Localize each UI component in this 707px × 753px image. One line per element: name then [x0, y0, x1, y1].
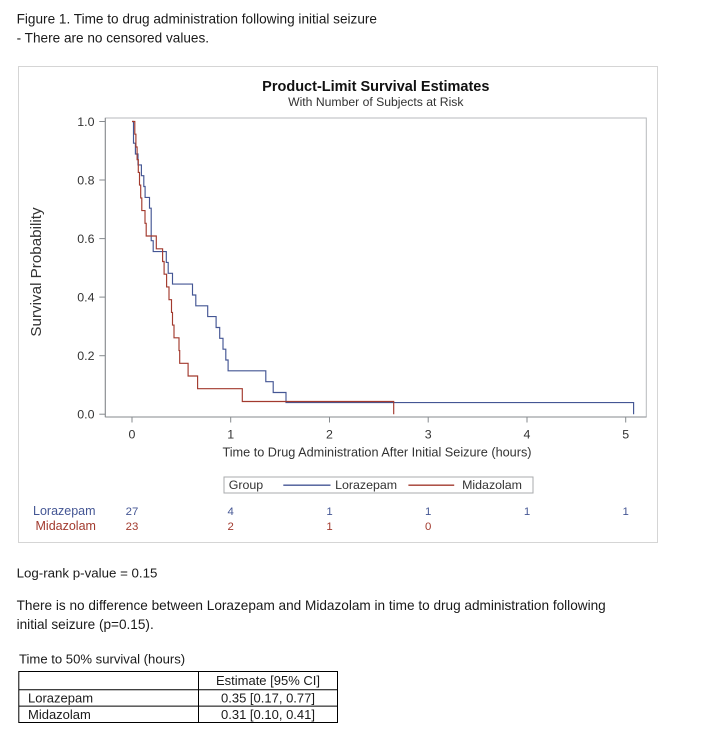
svg-text:initial seizure (p=0.15).: initial seizure (p=0.15). [17, 617, 154, 632]
svg-text:Product-Limit Survival Estimat: Product-Limit Survival Estimates [262, 79, 489, 95]
svg-text:5: 5 [622, 428, 629, 442]
svg-text:1: 1 [326, 506, 332, 518]
svg-text:There is no difference between: There is no difference between Lorazepam… [17, 598, 606, 613]
svg-text:Group: Group [229, 478, 264, 492]
svg-text:Figure 1. Time to drug adminis: Figure 1. Time to drug administration fo… [17, 12, 377, 27]
svg-text:0.0: 0.0 [77, 408, 94, 422]
svg-text:1: 1 [425, 506, 431, 518]
svg-text:Lorazepam: Lorazepam [335, 478, 397, 492]
svg-text:4: 4 [524, 428, 531, 442]
svg-text:0: 0 [129, 428, 136, 442]
svg-text:Log-rank p-value = 0.15: Log-rank p-value = 0.15 [17, 566, 158, 581]
svg-text:2: 2 [228, 521, 234, 533]
svg-text:23: 23 [126, 521, 139, 533]
svg-text:Midazolam: Midazolam [28, 707, 91, 722]
svg-text:Midazolam: Midazolam [462, 478, 522, 492]
svg-text:0.4: 0.4 [77, 291, 94, 305]
svg-text:27: 27 [126, 506, 139, 518]
svg-text:0.6: 0.6 [77, 232, 94, 246]
svg-text:0: 0 [425, 521, 431, 533]
svg-text:Midazolam: Midazolam [36, 519, 96, 533]
svg-text:1: 1 [227, 428, 234, 442]
svg-text:Time to 50% survival (hours): Time to 50% survival (hours) [19, 652, 185, 667]
svg-text:0.35 [0.17, 0.77]: 0.35 [0.17, 0.77] [221, 691, 315, 706]
svg-text:1: 1 [623, 506, 629, 518]
svg-text:1.0: 1.0 [77, 115, 94, 129]
svg-text:1: 1 [524, 506, 530, 518]
svg-text:4: 4 [228, 506, 234, 518]
svg-text:1: 1 [326, 521, 332, 533]
svg-text:Time to Drug Administration Af: Time to Drug Administration After Initia… [222, 446, 531, 460]
svg-text:0.31 [0.10, 0.41]: 0.31 [0.10, 0.41] [221, 707, 315, 722]
svg-text:With Number of Subjects at Ris: With Number of Subjects at Risk [288, 95, 464, 109]
svg-text:3: 3 [425, 428, 432, 442]
svg-text:2: 2 [326, 428, 333, 442]
svg-text:Survival Probability: Survival Probability [28, 207, 45, 337]
svg-text:0.8: 0.8 [77, 173, 94, 187]
svg-text:Lorazepam: Lorazepam [28, 691, 93, 706]
svg-text:Lorazepam: Lorazepam [33, 504, 96, 518]
svg-text:Estimate [95% CI]: Estimate [95% CI] [216, 673, 320, 688]
svg-text:0.2: 0.2 [77, 349, 94, 363]
svg-text:- There are no censored values: - There are no censored values. [17, 30, 209, 45]
